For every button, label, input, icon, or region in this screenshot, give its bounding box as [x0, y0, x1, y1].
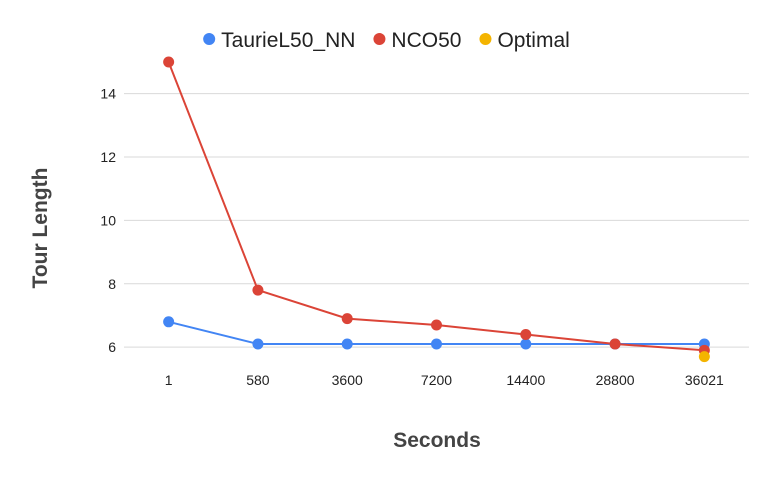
series-line-1: [167, 61, 705, 352]
data-point: [341, 338, 353, 350]
data-point: [431, 319, 442, 331]
y-axis-ticks: 6 8 10 12 14: [100, 86, 116, 355]
data-point: [520, 328, 532, 340]
y-tick-label: 10: [100, 212, 116, 228]
data-point: [431, 338, 442, 350]
legend-label: TaurieL50_NN: [221, 29, 355, 52]
x-tick-label: 7200: [421, 372, 452, 388]
data-point: [698, 351, 710, 363]
x-axis-title: Seconds: [393, 429, 481, 452]
legend-item: Optimal: [479, 29, 570, 52]
data-point: [520, 338, 532, 350]
legend-marker: [203, 33, 216, 45]
x-axis-ticks: 1 580 3600 7200 14400 28800 36021: [165, 372, 724, 388]
x-tick-label: 36021: [685, 372, 724, 388]
x-tick-label: 3600: [332, 372, 363, 388]
y-axis-title: Tour Length: [29, 168, 52, 289]
x-tick-label: 14400: [506, 372, 545, 388]
legend: TaurieL50_NN NCO50 Optimal: [203, 29, 570, 52]
grid-lines: [124, 93, 749, 348]
y-tick-label: 12: [100, 149, 116, 165]
legend-label: Optimal: [497, 29, 569, 52]
legend-marker: [479, 33, 492, 45]
legend-marker: [373, 33, 386, 45]
y-tick-label: 8: [108, 276, 116, 292]
legend-item: TaurieL50_NN: [203, 29, 355, 52]
data-point: [609, 338, 621, 350]
series-points: [163, 56, 710, 363]
data-point: [252, 284, 264, 296]
data-point: [163, 316, 175, 328]
legend-item: NCO50: [373, 29, 461, 52]
x-tick-label: 28800: [596, 372, 635, 388]
legend-label: NCO50: [391, 29, 461, 52]
x-tick-label: 580: [246, 372, 270, 388]
data-point: [341, 313, 353, 325]
y-tick-label: 14: [100, 86, 116, 102]
series-lines: [167, 61, 705, 352]
data-point: [252, 338, 264, 350]
x-tick-label: 1: [165, 372, 173, 388]
data-point: [163, 56, 175, 68]
y-tick-label: 6: [108, 339, 116, 355]
